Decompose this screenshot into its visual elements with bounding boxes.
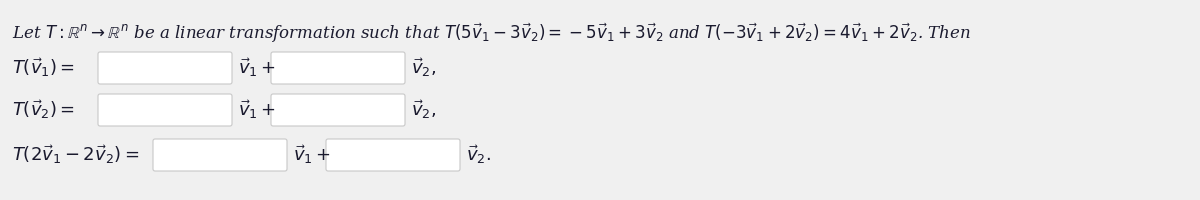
FancyBboxPatch shape [271,52,406,84]
FancyBboxPatch shape [98,94,232,126]
FancyBboxPatch shape [154,139,287,171]
Text: $T(2\vec{v}_1 - 2\vec{v}_2) =$: $T(2\vec{v}_1 - 2\vec{v}_2) =$ [12,144,139,166]
FancyBboxPatch shape [326,139,460,171]
Text: $T(\vec{v}_2) =$: $T(\vec{v}_2) =$ [12,99,76,121]
Text: $\vec{v}_2,$: $\vec{v}_2,$ [410,99,437,121]
Text: $\vec{v}_1+$: $\vec{v}_1+$ [238,99,276,121]
Text: $\vec{v}_2.$: $\vec{v}_2.$ [466,144,491,166]
Text: $\vec{v}_1+$: $\vec{v}_1+$ [238,57,276,79]
Text: Let $T : \mathbb{R}^n \to \mathbb{R}^n$ be a linear transformation such that $T(: Let $T : \mathbb{R}^n \to \mathbb{R}^n$ … [12,22,971,45]
FancyBboxPatch shape [98,52,232,84]
Text: $T(\vec{v}_1) =$: $T(\vec{v}_1) =$ [12,57,76,79]
Text: $\vec{v}_2,$: $\vec{v}_2,$ [410,57,437,79]
FancyBboxPatch shape [271,94,406,126]
Text: $\vec{v}_1+$: $\vec{v}_1+$ [293,144,331,166]
